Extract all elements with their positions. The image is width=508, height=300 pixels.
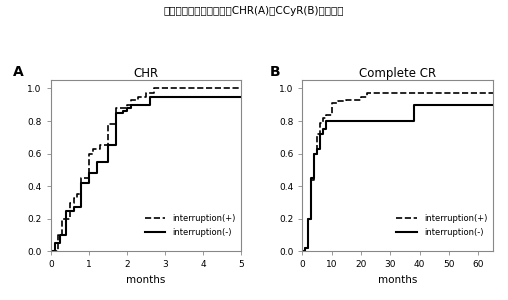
Text: 中断・減量をした患者のCHR(A)とCCyR(B)の到達率: 中断・減量をした患者のCHR(A)とCCyR(B)の到達率 xyxy=(164,6,344,16)
X-axis label: months: months xyxy=(378,275,418,285)
Title: Complete CR: Complete CR xyxy=(359,67,436,80)
Legend: interruption(+), interruption(-): interruption(+), interruption(-) xyxy=(395,212,489,239)
Legend: interruption(+), interruption(-): interruption(+), interruption(-) xyxy=(143,212,237,239)
Text: B: B xyxy=(270,64,280,79)
Title: CHR: CHR xyxy=(134,67,158,80)
Text: A: A xyxy=(13,64,23,79)
X-axis label: months: months xyxy=(126,275,166,285)
